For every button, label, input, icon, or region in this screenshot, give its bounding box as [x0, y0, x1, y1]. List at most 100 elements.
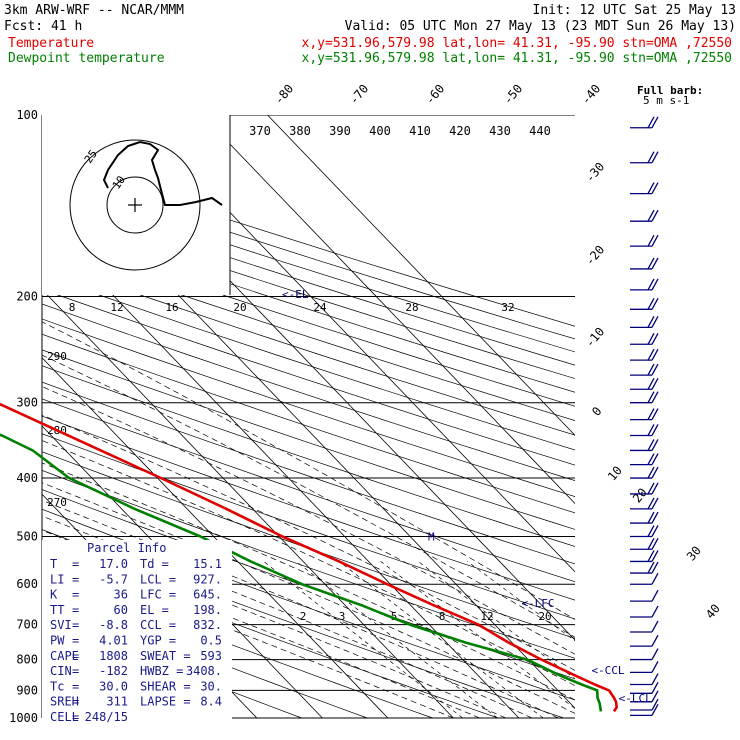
wind-barb-flag [647, 550, 655, 562]
wind-barb-flag [651, 377, 659, 390]
dry-adiabat [42, 571, 433, 719]
wind-barb-flag [651, 550, 659, 562]
init-time: Init: 12 UTC Sat 25 May 13 [533, 3, 737, 18]
pressure-tick-label: 600 [16, 577, 38, 591]
parcel-info-title: Parcel Info [87, 541, 166, 555]
hodograph: 25 10 [42, 115, 231, 295]
isotherm [42, 357, 389, 719]
parcel-info-cell: SREH [50, 695, 79, 709]
wind-barb-flag [647, 297, 655, 310]
wind-barb-flag [647, 182, 655, 194]
hodograph-scale-label: 32 [501, 301, 514, 314]
parcel-info-cell: 593 [200, 649, 222, 663]
parcel-info-cell: TT [50, 603, 64, 617]
pressure-tick-label: 400 [16, 471, 38, 485]
hodograph-scale-label: 16 [165, 301, 178, 314]
dry-adiabat [42, 220, 575, 393]
wind-barb-flag [651, 681, 659, 694]
dry-adiabat [42, 246, 575, 421]
hodograph-scale-label: 12 [110, 301, 123, 314]
hodograph-scale-label: 28 [405, 301, 418, 314]
level-marker-label: M [428, 530, 435, 543]
parcel-info-cell: CELL [50, 710, 79, 724]
hodograph-ring-outer [69, 139, 201, 271]
parcel-info-cell: = [72, 572, 79, 586]
dry-adiabat [42, 207, 575, 379]
parcel-info-cell: SWEAT = [140, 649, 191, 663]
theta-e-label: 400 [369, 124, 391, 138]
wind-barb-flag [647, 332, 655, 345]
wind-barb-flag [651, 316, 659, 328]
wind-barb-flag [651, 453, 659, 465]
parcel-info-cell: 248/15 [85, 710, 128, 724]
wind-barb-flag [647, 453, 655, 465]
mixing-ratio-line [467, 561, 575, 642]
dry-adiabat [42, 274, 575, 451]
wind-barb-flag [651, 648, 659, 660]
wind-barb-flag [647, 391, 655, 404]
parcel-info-cell: LFC = [140, 588, 176, 602]
wind-barb-flag [647, 561, 655, 574]
pressure-tick-label: 100 [16, 108, 38, 122]
pressure-tick-label: 800 [16, 653, 38, 667]
dry-adiabat [42, 594, 368, 719]
parcel-info-cell: 645. [193, 588, 222, 602]
wind-barbs [630, 116, 659, 717]
wind-barb-flag [651, 209, 659, 222]
mixing-ratio-label: 8 [439, 610, 446, 623]
parcel-info-cell: 30. [200, 679, 222, 693]
wind-barb-flag [651, 466, 659, 479]
model-title: 3km ARW-WRF -- NCAR/MMM [4, 3, 184, 18]
dry-adiabat [42, 398, 575, 583]
parcel-info-cell: Td = [140, 557, 169, 571]
wind-barb-flag [651, 525, 659, 537]
theta-e-label: 420 [449, 124, 471, 138]
wind-barb-flag [651, 116, 659, 129]
isotherm-label: -10 [583, 325, 608, 351]
wind-barb-flag [651, 572, 659, 585]
wind-barb-flag [651, 634, 659, 647]
theta-e-label: 380 [289, 124, 311, 138]
parcel-info-cell: K [50, 588, 58, 602]
parcel-info-cell: 1808 [99, 649, 128, 663]
parcel-info-cell: 927. [193, 572, 222, 586]
wind-barb-flag [651, 278, 659, 291]
parcel-info-cell: LAPSE = [140, 695, 191, 709]
dry-adiabat [42, 349, 575, 530]
level-marker-label: <-EL [282, 288, 309, 301]
dry-adiabat [42, 470, 575, 659]
wind-barb-flag [647, 348, 655, 361]
parcel-info-cell: = [72, 695, 79, 709]
moist-adiabat [42, 321, 575, 620]
mixing-ratio-label: 2 [300, 610, 307, 623]
parcel-info-cell: CIN [50, 664, 72, 678]
moist-adiabat [42, 414, 575, 671]
wind-barb-flag [647, 511, 655, 524]
parcel-info-cell: PW [50, 634, 65, 648]
profile-traces [0, 402, 619, 713]
isotherm-label: 10 [605, 463, 625, 483]
wind-barb-flag [651, 661, 659, 673]
dry-adiabat [42, 381, 575, 565]
parcel-info-cell: = [72, 634, 79, 648]
moist-adiabat [42, 482, 575, 714]
level-marker-label: <-LFC [521, 597, 554, 610]
parcel-info-cell: T [50, 557, 57, 571]
moist-adiabat [42, 354, 575, 638]
dry-adiabat [42, 194, 575, 366]
parcel-info-cell: Tc [50, 679, 64, 693]
wind-barb-flag [651, 497, 659, 510]
wind-barb-flag [651, 257, 659, 270]
dry-adiabat [42, 489, 575, 680]
pressure-tick-label: 200 [16, 290, 38, 304]
wind-barb-flag [647, 408, 655, 420]
parcel-info-cell: LI [50, 572, 64, 586]
hodograph-scale-label: 8 [69, 301, 76, 314]
dry-adiabat [42, 260, 575, 436]
hodograph-scale-label: 20 [233, 301, 246, 314]
wind-barb-flag [651, 482, 659, 495]
wind-barb-flag [647, 466, 655, 479]
theta-e-label: 390 [329, 124, 351, 138]
pressure-tick-label: 700 [16, 618, 38, 632]
parcel-info-cell: HWBZ = [140, 664, 183, 678]
